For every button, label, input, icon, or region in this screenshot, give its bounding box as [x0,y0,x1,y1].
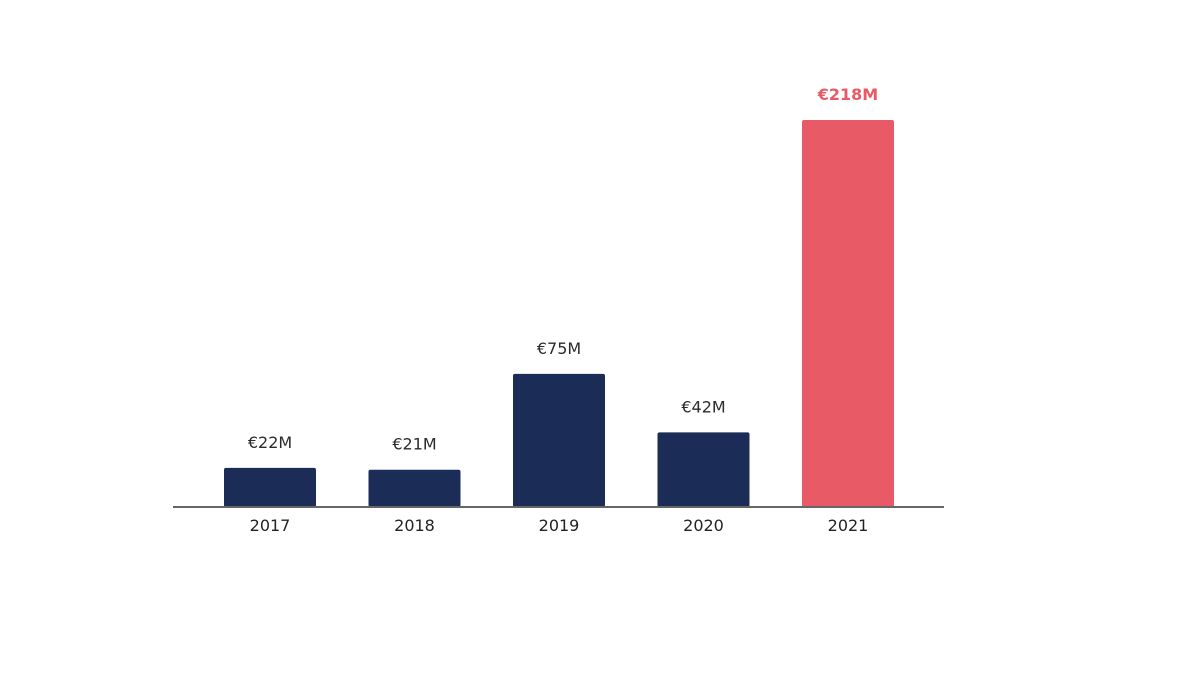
value-label-2018: €21M [392,435,436,454]
bar-2020 [657,432,750,507]
x-tick-label-2020: 2020 [683,516,724,535]
bar-2018 [368,469,461,507]
bar-2019 [513,373,605,507]
value-label-2019: €75M [537,339,581,358]
x-tick-label-2018: 2018 [394,516,435,535]
bar-2021 [802,120,894,507]
value-label-2020: €42M [681,397,725,416]
value-label-2021: €218M [817,85,878,104]
bar-2017 [224,467,316,507]
x-tick-labels-group: 2017 2018 2019 2020 2021 [250,516,869,535]
value-labels-group: €22M €21M €75M €42M €218M [248,85,878,454]
x-tick-label-2021: 2021 [828,516,869,535]
x-tick-label-2019: 2019 [539,516,580,535]
bars-group [224,120,894,507]
x-tick-label-2017: 2017 [250,516,291,535]
value-label-2017: €22M [248,433,292,452]
